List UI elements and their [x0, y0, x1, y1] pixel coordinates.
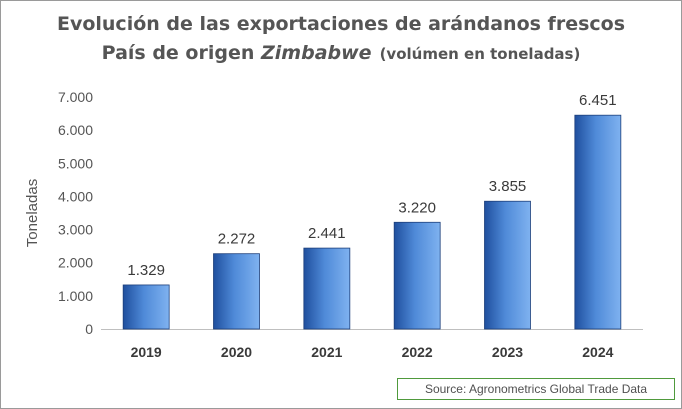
x-tick-label-2024: 2024: [582, 344, 613, 360]
x-tick-label-2022: 2022: [402, 344, 433, 360]
bar-2022: [393, 221, 441, 330]
source-note: Source: Agronometrics Global Trade Data: [397, 378, 675, 400]
y-tick-label: 0: [85, 321, 93, 337]
chart-title-line1: Evolución de las exportaciones de aránda…: [56, 13, 626, 35]
data-label-2020: 2.272: [218, 231, 256, 248]
bar-2021: [303, 247, 351, 330]
bar-2020: [213, 253, 260, 330]
data-label-2023: 3.855: [489, 178, 527, 195]
y-tick-label: 6.000: [58, 122, 93, 138]
x-tick-label-2019: 2019: [131, 344, 162, 360]
y-tick-label: 3.000: [58, 222, 93, 238]
title-country: Zimbabwe: [261, 42, 372, 64]
bar-2024: [574, 114, 622, 330]
chart-title-line2: País de origen Zimbabwe (volúmen en tonel…: [1, 42, 681, 64]
data-label-2022: 3.220: [398, 199, 436, 216]
x-tick-label-2021: 2021: [311, 344, 342, 360]
y-tick-label: 1.000: [58, 288, 93, 304]
title-prefix: País de origen: [101, 42, 261, 64]
y-tick-label: 7.000: [58, 89, 93, 105]
y-tick-label: 4.000: [58, 188, 93, 204]
y-tick-label: 5.000: [58, 155, 93, 171]
bar-2019: [122, 284, 170, 330]
y-tick-label: 2.000: [58, 255, 93, 271]
x-tick-label-2020: 2020: [221, 344, 252, 360]
bar-2023: [484, 200, 531, 330]
data-label-2021: 2.441: [308, 225, 346, 242]
data-label-2024: 6.451: [579, 92, 617, 109]
title-units: (volúmen en toneladas): [379, 45, 581, 63]
data-label-2019: 1.329: [127, 262, 165, 279]
y-axis-title: Toneladas: [24, 179, 41, 247]
x-tick-label-2023: 2023: [492, 344, 523, 360]
